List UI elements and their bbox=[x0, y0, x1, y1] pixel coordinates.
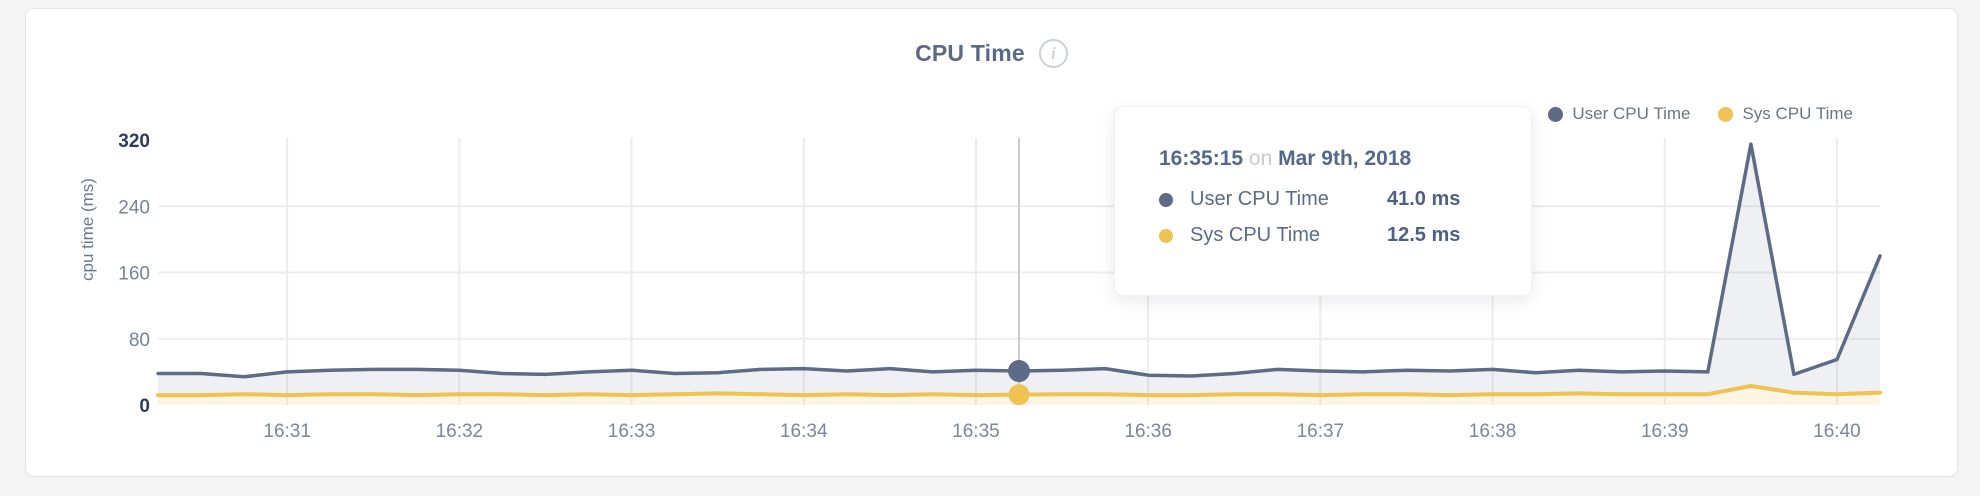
chart-header: CPU Time i bbox=[26, 33, 1957, 73]
chart-legend: User CPU Time Sys CPU Time bbox=[1548, 104, 1853, 124]
y-tick-label: 240 bbox=[118, 197, 150, 218]
tooltip-label-sys: Sys CPU Time bbox=[1190, 224, 1321, 246]
legend-dot-sys-icon bbox=[1718, 106, 1734, 122]
tooltip-value-sys: 12.5 ms bbox=[1387, 224, 1461, 246]
tooltip-value-user: 41.0 ms bbox=[1387, 188, 1461, 210]
tooltip-timestamp: 16:35:15 on Mar 9th, 2018 bbox=[1159, 147, 1531, 171]
chart-tooltip: 16:35:15 on Mar 9th, 2018 User CPU Time … bbox=[1114, 106, 1532, 296]
x-tick-label: 16:32 bbox=[436, 421, 484, 442]
chart-card: CPU Time i cpu time (ms) User CPU Time S… bbox=[25, 8, 1958, 477]
chart-title: CPU Time bbox=[915, 39, 1025, 66]
tooltip-time: 16:35:15 bbox=[1159, 147, 1244, 170]
tooltip-row-user: User CPU Time 41.0 ms bbox=[1159, 188, 1531, 211]
info-icon[interactable]: i bbox=[1038, 38, 1068, 68]
legend-label-sys: Sys CPU Time bbox=[1742, 104, 1853, 123]
x-tick-label: 16:33 bbox=[608, 421, 656, 442]
legend-dot-user-icon bbox=[1548, 106, 1564, 122]
tooltip-label-user: User CPU Time bbox=[1190, 188, 1329, 210]
x-tick-label: 16:35 bbox=[952, 421, 1000, 442]
legend-item-user-cpu-time[interactable]: User CPU Time bbox=[1548, 104, 1690, 124]
x-tick-label: 16:39 bbox=[1641, 421, 1689, 442]
x-tick-label: 16:40 bbox=[1813, 421, 1861, 442]
legend-label-user: User CPU Time bbox=[1572, 104, 1691, 123]
y-tick-label: 320 bbox=[118, 131, 150, 152]
legend-item-sys-cpu-time[interactable]: Sys CPU Time bbox=[1718, 104, 1853, 124]
y-tick-label: 80 bbox=[129, 330, 150, 351]
x-tick-label: 16:37 bbox=[1297, 421, 1345, 442]
tooltip-connector: on bbox=[1248, 147, 1273, 170]
hover-dot-sys bbox=[1008, 384, 1030, 406]
y-tick-label: 160 bbox=[118, 264, 150, 285]
x-tick-label: 16:36 bbox=[1124, 421, 1172, 442]
hover-dot-user bbox=[1008, 360, 1030, 383]
tooltip-date: Mar 9th, 2018 bbox=[1278, 147, 1412, 170]
x-tick-label: 16:34 bbox=[780, 421, 828, 442]
x-tick-label: 16:31 bbox=[263, 421, 311, 442]
tooltip-row-sys: Sys CPU Time 12.5 ms bbox=[1159, 224, 1531, 247]
tooltip-dot-user-icon bbox=[1159, 192, 1173, 207]
y-tick-label: 0 bbox=[139, 396, 150, 417]
x-tick-label: 16:38 bbox=[1469, 421, 1517, 442]
tooltip-dot-sys-icon bbox=[1159, 228, 1173, 243]
info-icon-glyph: i bbox=[1050, 43, 1056, 63]
